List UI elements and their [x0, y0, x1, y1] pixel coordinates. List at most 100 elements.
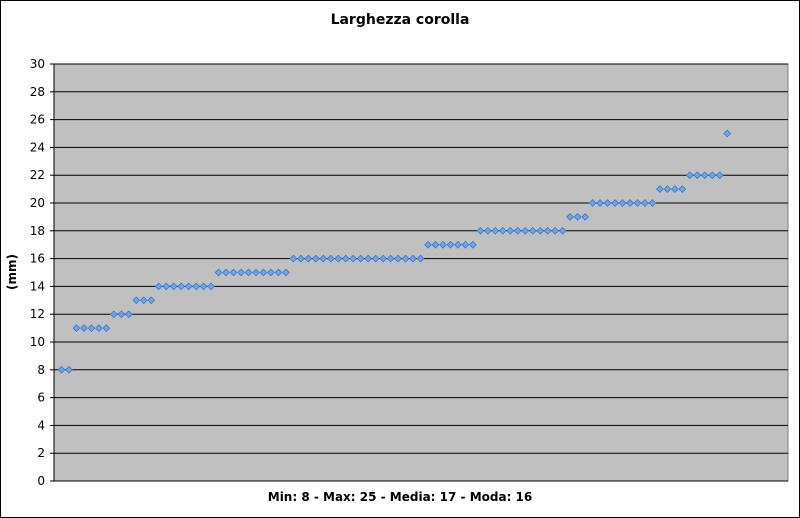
- data-point: [207, 282, 215, 291]
- data-point: [700, 171, 709, 180]
- y-tick-label: 6: [37, 391, 45, 405]
- data-point: [708, 171, 717, 180]
- data-point: [588, 199, 597, 207]
- data-point: [267, 268, 275, 277]
- data-point: [192, 282, 201, 291]
- data-point: [603, 199, 612, 207]
- data-point: [177, 282, 186, 291]
- data-point: [431, 240, 440, 249]
- data-point: [476, 226, 485, 235]
- data-point: [229, 268, 238, 277]
- data-point: [296, 254, 305, 263]
- data-point: [222, 268, 230, 277]
- y-tick-label: 24: [30, 140, 45, 154]
- data-point: [132, 296, 141, 305]
- data-point: [551, 226, 560, 235]
- data-point: [252, 268, 260, 277]
- data-point: [386, 254, 395, 263]
- data-point: [483, 226, 492, 235]
- data-point: [491, 226, 500, 235]
- data-point: [282, 268, 290, 277]
- y-tick-label: 10: [30, 335, 45, 349]
- data-point: [289, 254, 298, 263]
- data-point: [513, 226, 522, 235]
- data-point: [416, 254, 425, 263]
- data-point: [102, 324, 111, 332]
- data-point: [139, 296, 148, 305]
- data-point: [715, 171, 724, 180]
- data-point: [109, 310, 118, 319]
- data-point: [618, 199, 627, 207]
- data-point: [80, 324, 88, 332]
- y-tick-label: 14: [30, 279, 45, 293]
- y-tick-label: 0: [37, 474, 45, 488]
- data-point: [349, 254, 358, 263]
- data-point: [184, 282, 193, 291]
- data-point: [274, 268, 283, 277]
- data-point: [641, 199, 649, 207]
- data-point: [72, 324, 81, 332]
- data-point: [685, 171, 694, 180]
- data-point: [424, 240, 432, 249]
- data-point: [439, 240, 447, 249]
- data-point: [364, 254, 373, 263]
- x-axis-label: Min: 8 - Max: 25 - Media: 17 - Moda: 16: [267, 490, 533, 504]
- data-point: [648, 199, 657, 207]
- y-tick-label: 20: [30, 196, 45, 210]
- data-point: [633, 199, 642, 207]
- data-point: [169, 282, 178, 291]
- data-point: [244, 268, 253, 277]
- data-point: [57, 365, 66, 374]
- data-point: [199, 282, 208, 291]
- chart-title: Larghezza corolla: [330, 12, 470, 28]
- data-point: [558, 226, 567, 235]
- plot-area: [53, 63, 789, 482]
- data-point: [461, 240, 470, 249]
- data-point: [536, 226, 545, 235]
- data-point: [147, 296, 156, 305]
- y-tick-label: 12: [30, 307, 45, 321]
- data-point: [356, 254, 365, 263]
- data-point: [394, 254, 402, 263]
- data-point: [371, 254, 380, 263]
- data-point: [95, 324, 103, 332]
- data-point: [678, 185, 687, 193]
- data-point: [154, 282, 163, 291]
- data-point: [543, 226, 552, 235]
- data-point: [656, 185, 664, 193]
- data-point: [319, 254, 328, 263]
- data-point: [237, 268, 245, 277]
- data-point: [341, 254, 350, 263]
- data-point: [528, 226, 537, 235]
- y-tick-label: 16: [30, 252, 45, 266]
- y-tick-label: 4: [37, 418, 45, 432]
- data-point: [334, 254, 343, 263]
- data-point: [87, 324, 96, 332]
- y-tick-label: 2: [37, 446, 45, 460]
- data-point: [162, 282, 171, 291]
- y-tick-label: 28: [30, 85, 45, 99]
- data-point: [611, 199, 619, 207]
- data-point: [117, 310, 126, 319]
- data-point: [446, 240, 455, 249]
- data-point: [498, 226, 507, 235]
- data-point: [506, 226, 515, 235]
- data-point: [663, 185, 672, 193]
- data-point: [626, 199, 634, 207]
- y-tick-label: 22: [30, 168, 45, 182]
- data-point: [304, 254, 313, 263]
- data-point: [670, 185, 679, 193]
- y-tick-label: 30: [30, 57, 45, 71]
- data-point: [326, 254, 335, 263]
- data-point: [521, 226, 530, 235]
- data-point: [566, 213, 575, 221]
- y-tick-label: 26: [30, 113, 45, 127]
- data-point: [401, 254, 410, 263]
- data-point: [454, 240, 462, 249]
- data-point: [573, 213, 582, 221]
- data-point: [379, 254, 388, 263]
- data-point: [723, 129, 732, 138]
- y-tick-label: 18: [30, 224, 45, 238]
- data-point: [124, 310, 133, 319]
- data-point: [693, 171, 702, 180]
